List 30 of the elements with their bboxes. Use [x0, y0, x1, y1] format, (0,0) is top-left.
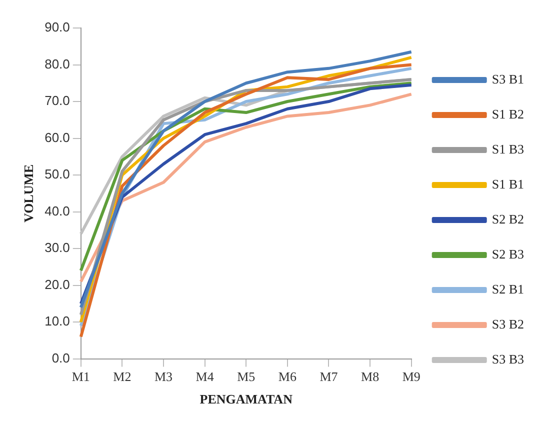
x-tick-label: M4 [196, 369, 214, 384]
y-tick-label: 30.0 [44, 240, 70, 256]
y-tick-label: 20.0 [44, 276, 70, 292]
y-axis-title: VOLUME [21, 164, 36, 223]
legend-label: S1 B2 [492, 106, 524, 122]
legend-label: S2 B3 [492, 246, 524, 262]
legend-label: S3 B3 [492, 351, 524, 366]
x-tick-label: M9 [402, 369, 420, 384]
legend-label: S2 B1 [492, 281, 524, 296]
y-tick-label: 40.0 [44, 203, 70, 218]
x-tick-label: M2 [113, 369, 132, 384]
y-tick-label: 0.0 [52, 350, 70, 366]
y-tick-label: 60.0 [44, 130, 70, 145]
legend-label: S1 B1 [492, 176, 524, 192]
legend-label: S1 B3 [492, 141, 524, 156]
legend-label: S3 B1 [492, 71, 524, 86]
legend-label: S3 B2 [492, 316, 524, 332]
y-tick-label: 10.0 [44, 314, 70, 329]
y-tick-label: 80.0 [44, 56, 70, 72]
y-tick-label: 90.0 [44, 20, 70, 35]
y-tick-label: 50.0 [44, 166, 70, 182]
x-tick-label: M8 [361, 369, 380, 384]
x-axis-title: PENGAMATAN [200, 392, 294, 407]
x-tick-label: M5 [237, 369, 256, 384]
x-tick-label: M3 [154, 369, 173, 384]
x-tick-label: M7 [320, 369, 338, 384]
x-tick-label: M6 [278, 369, 297, 384]
x-tick-label: M1 [72, 369, 90, 384]
legend-label: S2 B2 [492, 211, 524, 226]
y-tick-label: 70.0 [44, 93, 70, 108]
